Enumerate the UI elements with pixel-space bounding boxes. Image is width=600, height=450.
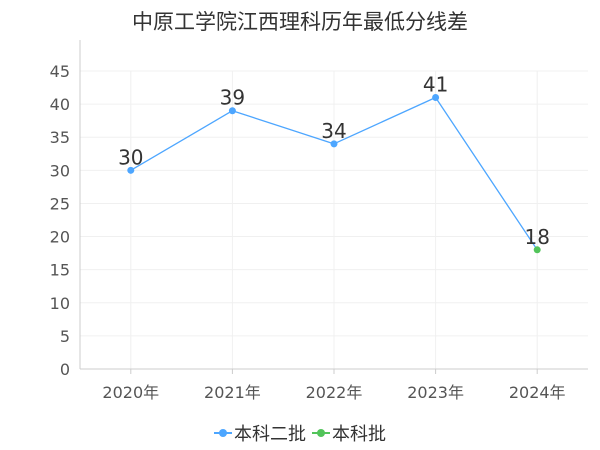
x-tick-label: 2023年: [407, 383, 464, 402]
series-line-segment: [333, 96, 436, 145]
x-tick-label: 2021年: [204, 383, 261, 402]
chart-title: 中原工学院江西理科历年最低分线差: [132, 10, 468, 34]
axes: 0 5 10 15 20 25 30 35 40 45 2020年 2021年 2022年 2023年 20…: [50, 40, 588, 402]
series-line-segment: [435, 97, 538, 251]
y-tick-label: 30: [50, 161, 70, 180]
data-label: 30: [118, 145, 143, 169]
legend-swatch: [312, 428, 330, 438]
series-line-segment: [232, 110, 335, 145]
legend-label: 本科批: [332, 424, 386, 445]
legend-item[interactable]: 本科二批: [214, 420, 306, 446]
legend-item[interactable]: 本科批: [312, 420, 386, 446]
legend-label: 本科二批: [234, 424, 306, 445]
y-tick-label: 10: [50, 294, 70, 313]
legend-swatch: [214, 428, 232, 438]
data-labels: 30 39 34 41 18: [118, 72, 550, 248]
series: [127, 93, 541, 254]
data-point[interactable]: [330, 140, 338, 148]
data-label: 34: [321, 119, 346, 143]
y-tick-label: 25: [50, 194, 70, 213]
data-label: 39: [220, 86, 245, 110]
y-tick-label: 0: [60, 360, 70, 379]
series-line-segment: [130, 110, 233, 171]
data-point[interactable]: [432, 93, 440, 101]
data-point[interactable]: [127, 166, 135, 174]
line-chart: 0 5 10 15 20 25 30 35 40 45 2020年 2021年 2022年 2023年 20…: [50, 40, 588, 402]
data-label: 18: [524, 225, 549, 249]
y-tick-label: 40: [50, 95, 70, 114]
y-tick-label: 20: [50, 228, 70, 247]
x-tick-label: 2024年: [509, 383, 566, 402]
legend: 本科二批 本科批: [0, 420, 600, 446]
y-tick-label: 15: [50, 261, 70, 280]
grid: [80, 70, 588, 369]
x-tick-label: 2020年: [102, 383, 159, 402]
y-tick-label: 35: [50, 128, 70, 147]
data-label: 41: [423, 72, 448, 96]
y-tick-label: 5: [60, 327, 70, 346]
y-tick-label: 45: [50, 62, 70, 81]
data-point[interactable]: [533, 246, 541, 254]
data-point[interactable]: [228, 107, 236, 115]
x-tick-label: 2022年: [306, 383, 363, 402]
